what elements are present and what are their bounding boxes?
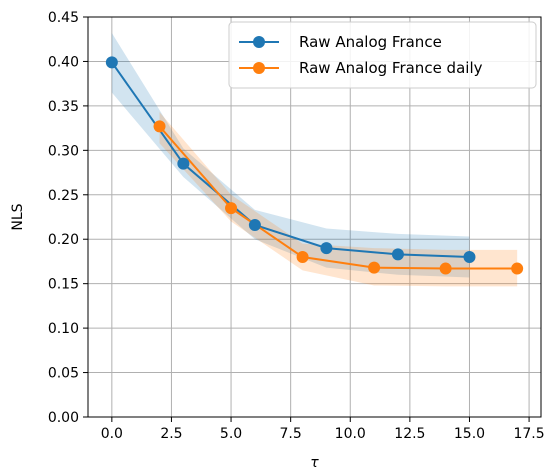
x-tick-label: 5.0: [220, 426, 242, 442]
series-line-0: [111, 61, 470, 258]
y-tick-label: 0.15: [48, 277, 79, 293]
y-tick-label: 0.05: [48, 366, 79, 382]
data-point-series-1: [296, 251, 309, 263]
y-tick-label: 0.20: [48, 232, 79, 248]
x-tick-label: 17.5: [513, 426, 544, 442]
legend-label: Raw Analog France: [299, 33, 442, 51]
confidence-band-series-1: [159, 112, 518, 287]
y-tick-label: 0.35: [48, 99, 79, 115]
plot-frame: [87, 16, 542, 418]
legend-marker: [253, 36, 265, 48]
y-tick-label: 0.40: [48, 54, 79, 70]
y-axis-ticks: 0.00 0.05 0.10 0.15 0.20 0.25 0.30 0.35 0.40 0.45: [48, 10, 88, 426]
data-point-series-1: [225, 202, 238, 215]
x-tick-label: 7.5: [280, 426, 302, 442]
legend-marker: [253, 62, 265, 74]
data-point-series-1: [368, 261, 381, 274]
legend-label: Raw Analog France daily: [299, 59, 483, 77]
y-tick-label: 0.10: [48, 321, 79, 337]
x-tick-label: 15.0: [454, 426, 485, 442]
x-tick-label: 10.0: [335, 426, 366, 442]
data-point-series-0: [177, 157, 190, 170]
y-axis-label: NLS: [10, 203, 26, 230]
x-tick-label: 12.5: [394, 426, 425, 442]
y-tick-label: 0.25: [48, 188, 79, 204]
legend-box: [228, 21, 537, 89]
x-tick-label: 2.5: [160, 426, 182, 442]
series-lines: [111, 61, 518, 270]
data-point-series-0: [105, 56, 118, 69]
legend: Raw Analog France Raw Analog France daily: [228, 21, 537, 89]
data-point-series-0: [391, 248, 404, 261]
y-tick-label: 0.30: [48, 143, 79, 159]
y-tick-label: 0.00: [48, 410, 79, 426]
x-axis-ticks: 0.0 2.5 5.0 7.5 10.0 12.5 15.0 17.5: [101, 417, 545, 442]
x-axis-label: τ: [310, 455, 319, 470]
x-tick-label: 0.0: [101, 426, 123, 442]
data-point-series-1: [153, 120, 166, 133]
y-tick-label: 0.45: [48, 10, 79, 26]
data-point-series-1: [439, 262, 452, 275]
series-line-1: [158, 125, 518, 270]
data-point-series-0: [248, 219, 261, 231]
data-point-series-0: [463, 251, 476, 263]
data-point-series-0: [320, 242, 333, 255]
data-point-series-1: [511, 262, 524, 275]
confidence-band-series-0: [111, 33, 470, 278]
series-points: [105, 56, 524, 275]
